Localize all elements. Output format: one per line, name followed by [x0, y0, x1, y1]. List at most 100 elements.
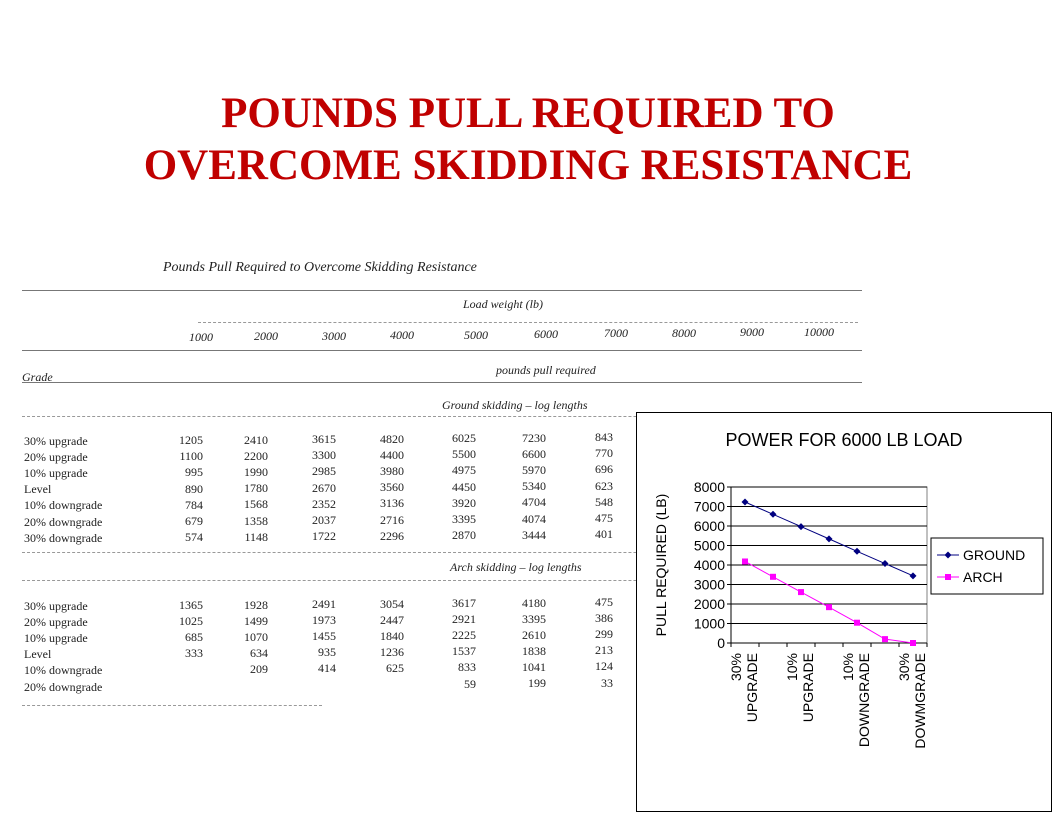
arch-cell: 33: [601, 675, 613, 690]
chart-panel: POWER FOR 6000 LB LOAD 0 1000 2000 3000 4000 5…: [636, 412, 1052, 812]
arch-section-label: Arch skidding – log lengths: [450, 560, 582, 574]
arch-cell: 333: [185, 646, 203, 661]
arch-row-label: Level: [24, 647, 52, 662]
ground-cell: 1100: [179, 449, 203, 464]
arch-cell: 124: [595, 659, 613, 674]
data-point-ground: [769, 510, 777, 518]
arch-cell: 833: [458, 660, 476, 675]
ground-cell: 5970: [522, 462, 546, 477]
arch-cell: 625: [386, 660, 404, 675]
arch-cell: 2610: [522, 627, 546, 642]
ground-cell: 3920: [452, 495, 476, 510]
ground-cell: 5500: [452, 447, 476, 462]
arch-cell: 1455: [312, 629, 336, 644]
legend-marker-arch: [945, 574, 951, 580]
ground-cell: 2670: [312, 480, 336, 495]
ground-cell: 4975: [452, 463, 476, 478]
arch-cell: 1236: [380, 644, 404, 659]
ground-cell: 2410: [244, 432, 268, 447]
ground-cell: 4074: [522, 511, 546, 526]
data-point-ground: [797, 523, 805, 531]
ground-cell: 679: [185, 514, 203, 528]
ground-cell: 4400: [380, 447, 404, 462]
arch-row-label: 10% downgrade: [24, 663, 103, 678]
data-point-ground: [741, 498, 749, 506]
arch-cell: 2225: [452, 628, 476, 643]
x-tick-label: DOWNGRADE: [856, 653, 872, 747]
ground-row-label: 20% downgrade: [24, 514, 103, 529]
table-rule: [198, 322, 858, 323]
data-point-ground: [853, 547, 861, 555]
data-point-ground: [881, 560, 889, 568]
slide-title: POUNDS PULL REQUIRED TO OVERCOME SKIDDIN…: [0, 88, 1056, 192]
data-point-arch: [798, 589, 804, 596]
arch-cell: 2921: [452, 612, 476, 627]
table-rule: [22, 552, 862, 553]
arch-cell: 386: [595, 611, 613, 626]
y-axis-title: PULL REQUIRED (LB): [653, 494, 669, 637]
arch-cell: 1838: [522, 643, 546, 658]
arch-cell: 414: [318, 661, 336, 676]
ground-cell: 3444: [522, 527, 546, 542]
arch-cell: 475: [595, 595, 613, 609]
data-point-ground: [825, 535, 833, 543]
arch-cell: 1840: [380, 628, 404, 643]
ground-cell: 3136: [380, 496, 404, 511]
y-tick-label: 2000: [694, 596, 725, 612]
load-weight-10000: 10000: [804, 324, 834, 339]
arch-cell: 4180: [522, 595, 546, 610]
arch-cell: 1365: [179, 598, 203, 612]
arch-row-label: 20% upgrade: [24, 615, 88, 630]
ground-cell: 696: [595, 462, 613, 477]
slide-title-line-2: OVERCOME SKIDDING RESISTANCE: [143, 142, 913, 189]
arch-row-label: 20% downgrade: [24, 679, 103, 694]
data-point-arch: [770, 573, 776, 580]
table-rule: [22, 580, 862, 581]
ground-cell: 1990: [244, 464, 268, 479]
ground-row-label: 20% upgrade: [24, 449, 88, 464]
ground-row-label: 10% upgrade: [24, 465, 88, 480]
ground-cell: 1148: [244, 529, 268, 544]
ground-cell: 2985: [312, 464, 336, 479]
ground-cell: 401: [595, 527, 613, 542]
legend-label-arch: ARCH: [963, 569, 1003, 585]
y-tick-label: 7000: [694, 499, 725, 515]
ground-cell: 3395: [452, 512, 476, 526]
ground-cell: 2200: [244, 448, 268, 463]
ground-cell: 1722: [312, 529, 336, 544]
arch-cell: 634: [250, 645, 268, 660]
ground-cell: 3980: [380, 463, 404, 478]
ground-cell: 3560: [380, 480, 404, 495]
ground-cell: 3300: [312, 448, 336, 463]
table-rule: [22, 290, 862, 291]
arch-cell: 3617: [452, 596, 476, 610]
data-point-arch: [910, 640, 916, 646]
scanned-table: Pounds Pull Required to Overcome Skiddin…: [18, 250, 868, 720]
ground-row-label: 30% upgrade: [24, 433, 88, 448]
ground-cell: 6600: [522, 446, 546, 461]
ground-cell: 548: [595, 494, 613, 509]
ground-cell: 1205: [179, 433, 203, 447]
arch-cell: 3395: [522, 611, 546, 626]
arch-row-label: 30% upgrade: [24, 599, 88, 613]
arch-row-label: 10% upgrade: [24, 631, 88, 646]
ground-cell: 784: [185, 497, 203, 512]
x-tick-label: DOWMGRADE: [912, 653, 928, 749]
y-tick-label: 5000: [694, 538, 725, 554]
arch-cell: 1041: [522, 659, 546, 674]
legend-marker-ground: [944, 551, 952, 559]
arch-cell: 1025: [179, 614, 203, 629]
arch-cell: 1537: [452, 644, 476, 659]
y-tick-label: 1000: [694, 616, 725, 632]
load-weight-8000: 8000: [672, 325, 696, 340]
ground-cell: 574: [185, 530, 203, 545]
arch-cell: 1928: [244, 597, 268, 612]
arch-cell: 299: [595, 627, 613, 642]
arch-cell: 1499: [244, 613, 268, 628]
arch-cell: 2491: [312, 597, 336, 611]
line-chart: POWER FOR 6000 LB LOAD 0 1000 2000 3000 4000 5…: [653, 430, 1044, 749]
ground-row-label: 10% downgrade: [24, 498, 103, 513]
x-tick-label: UPGRADE: [744, 653, 760, 722]
ground-section-label: Ground skidding – log lengths: [442, 398, 588, 412]
table-rule: [22, 350, 862, 351]
